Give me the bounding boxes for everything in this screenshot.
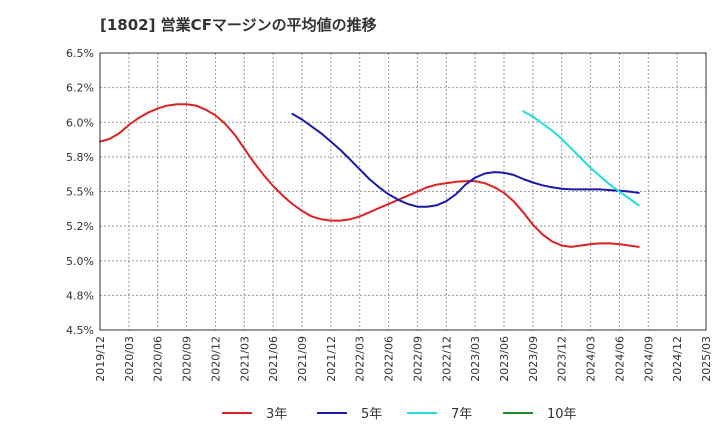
x-tick-label: 2025/03 xyxy=(700,336,713,382)
legend-label-2: 7年 xyxy=(451,407,472,422)
y-axis-ticks: 4.5% 4.8% 5.0% 5.2% 5.5% 5.8% 6.0% 6.2% 6.5% xyxy=(66,47,94,337)
x-tick-label: 2019/12 xyxy=(94,336,107,382)
plot-frame xyxy=(99,52,707,331)
chart-title: [1802] 営業CFマージンの平均値の推移 xyxy=(100,16,377,34)
y-tick-label: 6.2% xyxy=(66,82,94,95)
x-tick-label: 2023/03 xyxy=(469,336,482,382)
x-tick-label: 2020/09 xyxy=(181,336,194,382)
x-tick-label: 2023/06 xyxy=(498,336,511,382)
legend-label-0: 3年 xyxy=(266,407,287,422)
legend-label-3: 10年 xyxy=(547,407,577,422)
y-tick-label: 6.0% xyxy=(66,116,94,129)
y-tick-label: 5.8% xyxy=(66,151,94,164)
y-tick-label: 5.5% xyxy=(66,186,94,199)
series-line-1 xyxy=(291,112,640,208)
x-tick-label: 2021/12 xyxy=(325,336,338,382)
x-tick-label: 2024/06 xyxy=(613,336,626,382)
x-tick-label: 2022/09 xyxy=(411,336,424,382)
series-line-2 xyxy=(522,110,640,207)
x-tick-label: 2024/09 xyxy=(642,336,655,382)
x-tick-label: 2024/03 xyxy=(585,336,598,382)
series-line-0 xyxy=(99,103,640,248)
series-lines xyxy=(99,103,640,248)
y-tick-label: 4.5% xyxy=(66,324,94,337)
y-tick-label: 4.8% xyxy=(66,289,94,302)
grid xyxy=(100,53,706,330)
x-tick-label: 2024/12 xyxy=(671,336,684,382)
x-tick-label: 2020/12 xyxy=(209,336,222,382)
y-tick-label: 5.2% xyxy=(66,220,94,233)
x-tick-label: 2021/09 xyxy=(296,336,309,382)
x-tick-label: 2021/03 xyxy=(238,336,251,382)
x-tick-label: 2023/09 xyxy=(527,336,540,382)
x-tick-label: 2020/06 xyxy=(152,336,165,382)
y-tick-label: 6.5% xyxy=(66,47,94,60)
x-tick-label: 2022/03 xyxy=(354,336,367,382)
x-tick-label: 2021/06 xyxy=(267,336,280,382)
x-tick-label: 2022/12 xyxy=(440,336,453,382)
x-tick-label: 2020/03 xyxy=(123,336,136,382)
legend-label-1: 5年 xyxy=(361,407,382,422)
x-tick-label: 2022/06 xyxy=(383,336,396,382)
legend: 3年 5年 7年 10年 xyxy=(222,407,577,422)
x-tick-label: 2023/12 xyxy=(556,336,569,382)
y-tick-label: 5.0% xyxy=(66,255,94,268)
x-axis-ticks: 2019/12 2020/03 2020/06 2020/09 2020/12 2021/… xyxy=(94,336,713,382)
